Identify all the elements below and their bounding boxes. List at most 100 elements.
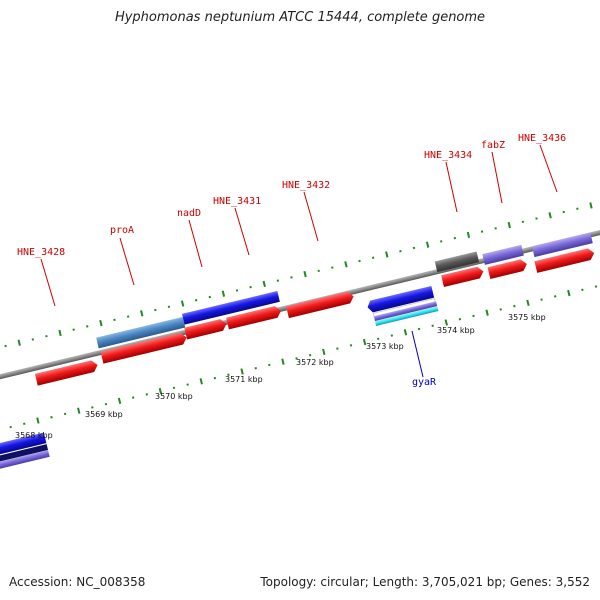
gene-proa-arrow[interactable] (100, 332, 188, 364)
lower-tick-mark (431, 324, 434, 327)
gene-left-navy-bar[interactable] (0, 444, 49, 471)
upper-tick-mark (167, 305, 171, 308)
upper-tick-mark (548, 212, 552, 219)
gene-label[interactable]: gyaR (412, 377, 437, 388)
gene-label[interactable]: HNE_3428 (17, 247, 65, 258)
lower-tick-mark (199, 378, 203, 385)
upper-tick-mark (17, 339, 21, 346)
upper-tick-mark (521, 220, 525, 224)
kbp-label: 3571 kbp (225, 375, 263, 384)
upper-tick-mark (440, 240, 443, 243)
lower-tick-mark (472, 314, 475, 318)
upper-tick-mark (317, 269, 320, 273)
kbp-label: 3568 kbp (15, 431, 53, 440)
lower-tick-mark (513, 304, 516, 308)
lower-tick-mark (131, 396, 135, 399)
lower-tick-mark (377, 337, 380, 341)
gene-label[interactable]: HNE_3432 (282, 180, 330, 191)
gene-hne-3428-arrow[interactable] (34, 359, 99, 386)
kbp-label: 3573 kbp (366, 342, 404, 351)
gene-label[interactable]: proA (110, 225, 134, 236)
lower-tick-mark (268, 363, 271, 367)
upper-tick-mark (86, 325, 89, 328)
upper-tick-mark (72, 328, 75, 331)
gene-label[interactable]: fabZ (481, 140, 505, 151)
upper-tick-mark (113, 318, 116, 322)
upper-tick-mark (576, 207, 579, 210)
gene-cyan-strip[interactable] (374, 306, 439, 326)
gene-label[interactable]: HNE_3431 (213, 196, 261, 207)
lower-tick-mark (349, 344, 353, 347)
lower-tick-mark (172, 386, 176, 390)
lower-tick-mark (213, 376, 217, 380)
lower-tick-mark (227, 373, 230, 376)
lower-tick-mark (77, 407, 81, 414)
gene-hne-3436-arrow[interactable] (534, 247, 595, 273)
upper-tick-mark (535, 217, 538, 220)
upper-tick-mark (385, 251, 389, 258)
upper-tick-mark (249, 285, 252, 289)
kbp-label: 3570 kbp (155, 392, 193, 401)
upper-tick-track (4, 202, 593, 348)
upper-tick-mark (494, 227, 497, 230)
lower-tick-mark (186, 383, 189, 386)
lower-tick-mark (145, 393, 149, 396)
upper-tick-mark (453, 236, 457, 240)
lower-tick-mark (553, 295, 557, 298)
lower-tick-mark (104, 402, 108, 406)
upper-tick-mark (344, 261, 348, 268)
gene-label[interactable]: HNE_3436 (518, 133, 566, 144)
gene-leader-line (411, 330, 424, 378)
gene-steel-bar[interactable] (96, 316, 186, 349)
gene-gyar-arrow[interactable] (366, 285, 435, 313)
gene-dark-bar[interactable] (434, 251, 480, 273)
lower-tick-mark (158, 387, 163, 395)
gene-left-purple-bar[interactable] (0, 449, 50, 478)
gene-leader-line (119, 237, 135, 286)
gene-label[interactable]: HNE_3434 (424, 150, 472, 161)
gene-nadd-arrow[interactable] (184, 318, 228, 340)
upper-tick-mark (399, 250, 402, 253)
lower-tick-mark (485, 309, 489, 316)
upper-tick-mark (358, 259, 361, 263)
kbp-label-group: 3568 kbp 3569 kbp 3570 kbp 3571 kbp 3572 kbp… (15, 313, 546, 440)
lower-tick-mark (254, 367, 257, 370)
lower-tick-mark (499, 308, 502, 311)
gene-label-group: HNE_3428 proA nadD HNE_3431 HNE_3432 HNE_3434… (17, 133, 566, 388)
gene-leader-line (40, 258, 56, 307)
gene-purple-strip[interactable] (373, 301, 438, 322)
lower-tick-mark (403, 329, 408, 336)
map-title: Hyphomonas neptunium ATCC 15444, complet… (114, 10, 486, 25)
gene-hne-3434-arrow[interactable] (441, 266, 485, 288)
gene-left-blue-bar[interactable] (0, 432, 47, 465)
lower-tick-mark (117, 397, 122, 405)
gene-hne-3432-arrow[interactable] (286, 291, 355, 319)
lower-tick-mark (91, 406, 94, 409)
lower-tick-mark (594, 285, 598, 288)
lower-tick-mark (23, 422, 26, 425)
upper-tick-mark (31, 338, 35, 341)
upper-tick-mark (208, 295, 212, 299)
upper-tick-mark (140, 310, 144, 317)
lower-tick-mark (417, 327, 421, 331)
lower-tick-mark (444, 319, 448, 326)
gene-hne-3431-arrow[interactable] (226, 305, 282, 330)
gene-fabz-arrow[interactable] (487, 258, 529, 279)
lower-tick-mark (308, 353, 312, 357)
gene-leader-line (445, 161, 458, 213)
upper-tick-mark (4, 344, 7, 348)
lower-tick-mark (9, 425, 12, 429)
accession-text: Accession: NC_008358 (9, 575, 146, 589)
gene-blue-bar[interactable] (181, 291, 280, 325)
gene-leader-line (234, 207, 250, 256)
gene-purple-bar-2[interactable] (531, 232, 593, 258)
lower-tick-mark (240, 368, 244, 375)
lower-tick-mark (63, 412, 67, 416)
upper-tick-mark (331, 266, 334, 269)
upper-tick-mark (262, 280, 266, 288)
gene-purple-bar-1[interactable] (482, 244, 524, 265)
lower-tick-mark (295, 357, 298, 360)
label-leader-lines (40, 144, 558, 378)
gene-label[interactable]: nadD (177, 208, 201, 219)
